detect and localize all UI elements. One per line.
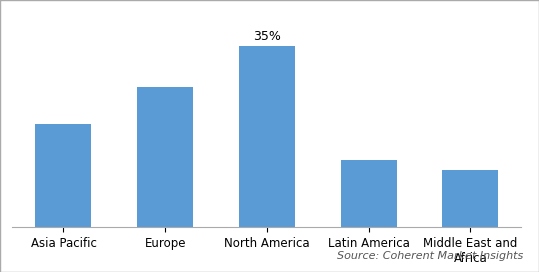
Text: Source: Coherent Market Insights: Source: Coherent Market Insights <box>336 251 523 261</box>
Bar <box>137 87 193 227</box>
Text: 35%: 35% <box>253 30 281 43</box>
Bar <box>443 170 498 227</box>
Bar <box>239 46 295 227</box>
Bar <box>36 124 92 227</box>
Bar <box>341 160 397 227</box>
